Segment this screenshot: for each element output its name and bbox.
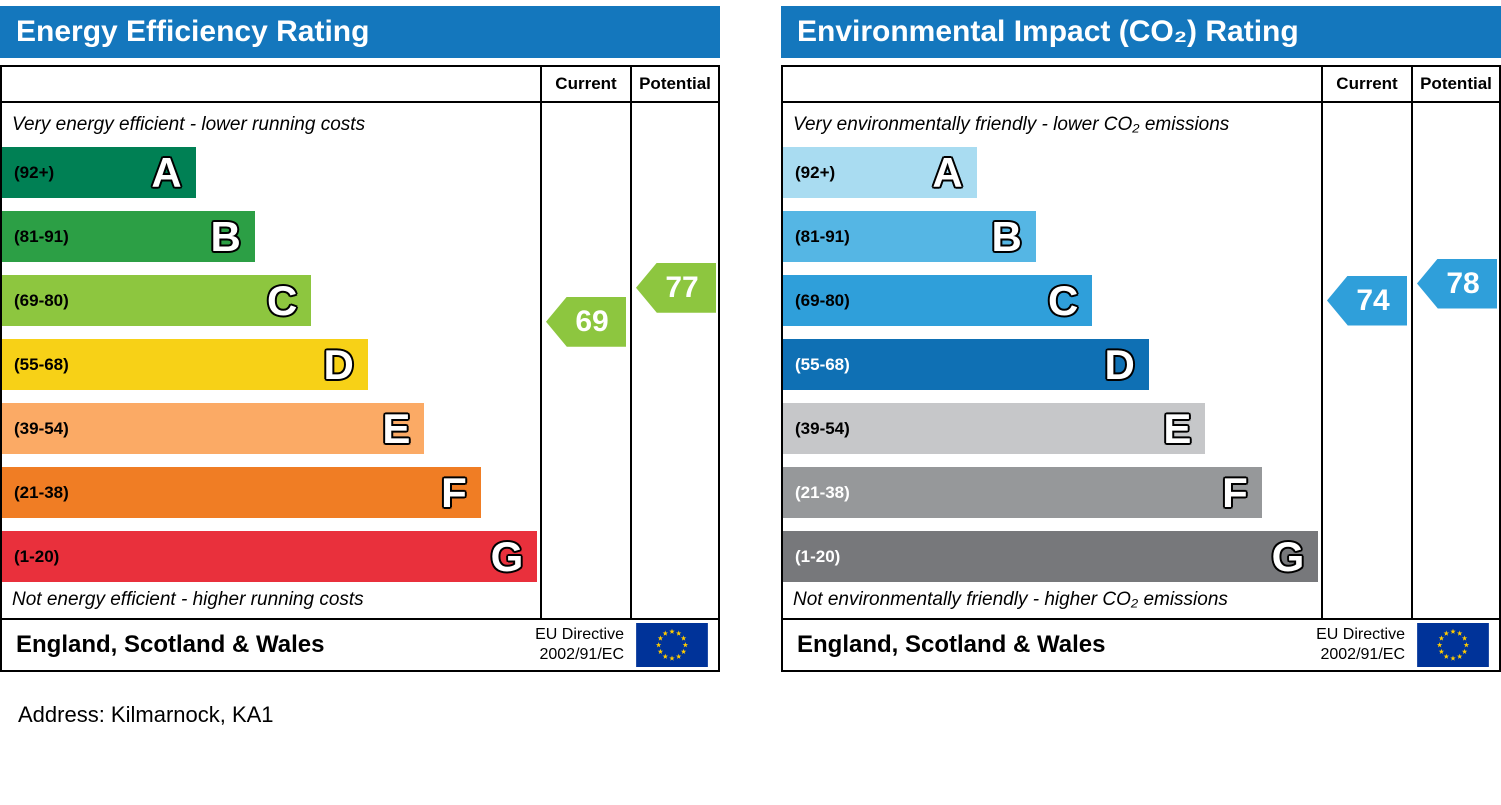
band-letter: C xyxy=(1048,276,1079,324)
eu-directive-line2: 2002/91/EC xyxy=(1320,646,1405,663)
band-bar-a: (92+) A xyxy=(783,147,977,198)
eu-flag-icon xyxy=(1417,623,1489,667)
band-letter: F xyxy=(441,468,467,516)
band-bar-a: (92+) A xyxy=(2,147,196,198)
band-bar-g: (1-20) G xyxy=(2,531,538,582)
column-header-row: Current Potential xyxy=(783,67,1499,103)
band-row: (39-54) E xyxy=(2,403,540,454)
band-range-label: (39-54) xyxy=(795,418,850,438)
top-note: Very energy efficient - lower running co… xyxy=(12,114,366,135)
current-column-header: Current xyxy=(1321,67,1411,101)
eu-directive-text: EU Directive 2002/91/EC xyxy=(1316,625,1415,665)
band-letter: G xyxy=(1271,532,1305,580)
band-row: (55-68) D xyxy=(2,339,540,390)
band-letter: G xyxy=(490,532,524,580)
band-letter: B xyxy=(991,212,1022,260)
column-header-row: Current Potential xyxy=(2,67,718,103)
potential-column-header: Potential xyxy=(1411,67,1499,101)
band-range-label: (69-80) xyxy=(14,290,69,310)
band-range-label: (69-80) xyxy=(795,290,850,310)
band-letter: E xyxy=(382,404,411,452)
current-column xyxy=(540,103,630,618)
band-row: (1-20) G xyxy=(783,531,1321,582)
band-range-label: (81-91) xyxy=(14,226,69,246)
column-header-spacer xyxy=(2,67,540,101)
chart-main: Very energy efficient - lower running co… xyxy=(2,103,718,618)
bands-area: (92+) A (81-91) B (69-80) C (55-68) D (39-54) E (2… xyxy=(2,147,540,582)
chart-table: Current Potential Very energy efficient … xyxy=(0,65,720,672)
band-bar-d: (55-68) D xyxy=(2,339,368,390)
eu-directive-line1: EU Directive xyxy=(535,626,624,643)
chart-footer: England, Scotland & Wales EU Directive 2… xyxy=(2,618,718,670)
bands-area: (92+) A (81-91) B (69-80) C (55-68) D (39-54) E (2… xyxy=(783,147,1321,582)
environmental-impact-chart: Environmental Impact (CO₂) Rating Curren… xyxy=(781,6,1501,672)
band-bar-f: (21-38) F xyxy=(783,467,1262,518)
chart-footer: England, Scotland & Wales EU Directive 2… xyxy=(783,618,1499,670)
band-range-label: (55-68) xyxy=(14,354,69,374)
band-row: (69-80) C xyxy=(2,275,540,326)
column-header-spacer xyxy=(783,67,1321,101)
band-row: (39-54) E xyxy=(783,403,1321,454)
band-bar-c: (69-80) C xyxy=(2,275,312,326)
band-letter: E xyxy=(1163,404,1192,452)
band-bar-d: (55-68) D xyxy=(783,339,1149,390)
band-letter: B xyxy=(210,212,241,260)
band-letter: D xyxy=(1104,340,1135,388)
eu-directive-text: EU Directive 2002/91/EC xyxy=(535,625,634,665)
potential-column-header: Potential xyxy=(630,67,718,101)
band-zone: Very energy efficient - lower running co… xyxy=(2,103,540,618)
band-bar-g: (1-20) G xyxy=(783,531,1319,582)
band-range-label: (55-68) xyxy=(795,354,850,374)
footer-region: England, Scotland & Wales xyxy=(16,631,325,658)
band-range-label: (39-54) xyxy=(14,418,69,438)
band-bar-e: (39-54) E xyxy=(2,403,425,454)
bottom-note: Not environmentally friendly - higher CO… xyxy=(793,589,1228,610)
eu-flag-icon xyxy=(636,623,708,667)
eu-directive-line2: 2002/91/EC xyxy=(539,646,624,663)
current-column-header: Current xyxy=(540,67,630,101)
band-bar-c: (69-80) C xyxy=(783,275,1093,326)
band-bar-b: (81-91) B xyxy=(2,211,255,262)
current-column xyxy=(1321,103,1411,618)
chart-title-bar: Environmental Impact (CO₂) Rating xyxy=(781,6,1501,58)
band-range-label: (92+) xyxy=(795,162,836,182)
band-row: (69-80) C xyxy=(783,275,1321,326)
band-range-label: (21-38) xyxy=(795,482,850,502)
energy-efficiency-chart: Energy Efficiency Rating Current Potenti… xyxy=(0,6,720,672)
top-note: Very environmentally friendly - lower CO… xyxy=(793,114,1230,135)
eu-directive-line1: EU Directive xyxy=(1316,626,1405,643)
chart-title-bar: Energy Efficiency Rating xyxy=(0,6,720,58)
chart-main: Very environmentally friendly - lower CO… xyxy=(783,103,1499,618)
band-range-label: (21-38) xyxy=(14,482,69,502)
chart-title: Energy Efficiency Rating xyxy=(16,15,370,48)
band-row: (81-91) B xyxy=(2,211,540,262)
band-bar-b: (81-91) B xyxy=(783,211,1036,262)
band-letter: A xyxy=(151,148,182,196)
band-range-label: (92+) xyxy=(14,162,55,182)
chart-table: Current Potential Very environmentally f… xyxy=(781,65,1501,672)
band-row: (21-38) F xyxy=(783,467,1321,518)
band-row: (81-91) B xyxy=(783,211,1321,262)
band-letter: A xyxy=(932,148,963,196)
address-label: Address: Kilmarnock, KA1 xyxy=(18,702,274,727)
band-letter: C xyxy=(267,276,298,324)
band-bar-e: (39-54) E xyxy=(783,403,1206,454)
band-range-label: (1-20) xyxy=(14,546,60,566)
band-letter: D xyxy=(323,340,354,388)
chart-title: Environmental Impact (CO₂) Rating xyxy=(797,15,1299,48)
band-row: (92+) A xyxy=(783,147,1321,198)
potential-column xyxy=(1411,103,1499,618)
band-row: (92+) A xyxy=(2,147,540,198)
potential-column xyxy=(630,103,718,618)
band-row: (55-68) D xyxy=(783,339,1321,390)
band-zone: Very environmentally friendly - lower CO… xyxy=(783,103,1321,618)
band-row: (1-20) G xyxy=(2,531,540,582)
band-bar-f: (21-38) F xyxy=(2,467,481,518)
band-row: (21-38) F xyxy=(2,467,540,518)
band-range-label: (1-20) xyxy=(795,546,841,566)
band-range-label: (81-91) xyxy=(795,226,850,246)
bottom-note: Not energy efficient - higher running co… xyxy=(12,589,364,610)
footer-region: England, Scotland & Wales xyxy=(797,631,1106,658)
band-letter: F xyxy=(1222,468,1248,516)
